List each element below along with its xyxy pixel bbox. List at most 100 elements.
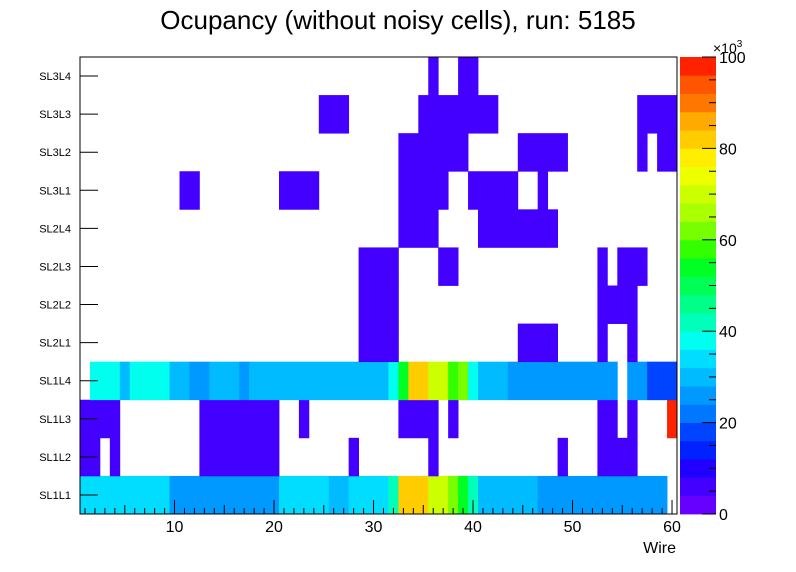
color-axis: 0 20 40 60 80 100 <box>702 50 746 524</box>
heatmap-cell <box>517 133 568 172</box>
heatmap-cell <box>478 209 558 248</box>
y-axis: SL1L1 SL1L2 SL1L3 SL1L4 SL2L1 SL2L2 SL2L3 SL2L4… <box>39 71 98 502</box>
y-tick-label: SL2L4 <box>39 223 71 235</box>
palette-band <box>680 93 716 113</box>
heatmap-cell <box>199 399 280 439</box>
palette-band <box>680 440 716 460</box>
palette-band <box>680 148 716 168</box>
heatmap-cell <box>388 361 399 401</box>
heatmap-cell <box>448 361 459 401</box>
palette-band <box>680 404 716 423</box>
palette-band <box>680 258 716 277</box>
y-tick-label: SL3L3 <box>39 109 71 121</box>
palette-band <box>680 331 716 350</box>
chart-title: Ocupancy (without noisy cells), run: 518… <box>160 5 635 35</box>
heatmap-cell <box>318 95 350 134</box>
heatmap-cell <box>279 171 320 210</box>
heatmap-cell <box>209 361 240 401</box>
palette-band <box>680 239 716 259</box>
x-tick-label: 20 <box>265 519 283 536</box>
heatmap-cell <box>448 399 459 439</box>
heatmap-cell <box>478 361 509 401</box>
y-tick-label: SL3L4 <box>39 71 71 83</box>
palette-band <box>680 294 716 314</box>
heatmap-cell <box>627 361 648 401</box>
y-tick-label: SL1L3 <box>39 414 71 426</box>
heatmap-cell <box>189 361 210 401</box>
x-axis-label: Wire <box>643 540 676 557</box>
plot-frame <box>79 56 678 515</box>
heatmap-cell <box>398 133 469 172</box>
heatmap-cell <box>627 399 638 439</box>
heatmap-cell <box>537 171 549 210</box>
heatmap-cell <box>398 171 449 210</box>
heatmap-cell <box>398 399 439 439</box>
heatmap-cell <box>428 437 439 477</box>
x-tick-label: 60 <box>663 519 681 536</box>
heatmap-cell <box>199 437 280 477</box>
heatmap-cell <box>398 361 409 401</box>
palette-band <box>680 111 716 131</box>
heatmap-cell <box>358 247 399 286</box>
z-tick-label: 0 <box>719 507 728 524</box>
heatmap-cell <box>239 361 250 401</box>
heatmap-cell <box>667 399 678 439</box>
heatmap-cell <box>428 361 449 401</box>
palette-band <box>680 203 716 222</box>
heatmap-cell <box>428 57 439 96</box>
heatmap-cell <box>507 361 618 401</box>
heatmap-cell <box>657 133 678 172</box>
palette-band <box>680 422 716 442</box>
heatmap-cell <box>348 437 359 477</box>
heatmap-cell <box>279 475 330 515</box>
heatmap-cell <box>129 361 170 401</box>
y-tick-label: SL2L2 <box>39 300 71 312</box>
color-palette <box>680 57 716 515</box>
heatmap-cell <box>458 475 469 515</box>
heatmap-cell <box>169 361 190 401</box>
palette-band <box>680 477 716 497</box>
heatmap-cell <box>517 323 558 363</box>
heatmap-cell <box>348 475 389 515</box>
heatmap-cell <box>428 475 449 515</box>
y-tick-label: SL2L1 <box>39 338 71 350</box>
heatmap-cell <box>298 399 310 439</box>
heatmap-cell <box>448 475 459 515</box>
palette-band <box>680 495 716 515</box>
palette-band <box>680 184 716 204</box>
heatmap-cell <box>358 323 399 363</box>
z-tick-label: 40 <box>719 324 737 341</box>
z-tick-label: 80 <box>719 141 737 158</box>
palette-band <box>680 57 716 76</box>
heatmap-cell <box>398 209 439 248</box>
heatmap-cell <box>647 361 678 401</box>
heatmap-cell <box>109 437 121 477</box>
palette-band <box>680 312 716 332</box>
x-tick-label: 30 <box>365 519 383 536</box>
z-tick-label: 60 <box>719 233 737 250</box>
y-tick-label: SL1L1 <box>39 490 71 502</box>
heatmap-cell <box>438 247 459 286</box>
heatmap-cell <box>627 323 638 363</box>
heatmap-cell <box>597 323 608 363</box>
heatmap-cell <box>557 437 568 477</box>
heatmap-cell <box>468 361 479 401</box>
heatmap-cell <box>468 475 479 515</box>
heatmap-cell <box>408 361 429 401</box>
y-tick-label: SL3L2 <box>39 147 71 159</box>
heatmap-cell <box>458 57 479 96</box>
x-tick-label: 10 <box>166 519 184 536</box>
heatmap-cell <box>249 361 389 401</box>
x-axis: 10 20 30 40 50 60 <box>84 500 681 536</box>
x-tick-label: 40 <box>464 519 482 536</box>
heatmap-cell <box>637 133 648 172</box>
heatmap-cell <box>597 399 618 439</box>
palette-band <box>680 459 716 478</box>
heatmap-cell <box>388 475 399 515</box>
heatmap-cell <box>617 247 648 286</box>
palette-band <box>680 276 716 296</box>
heatmap-cell <box>119 361 131 401</box>
heatmap-cell <box>468 171 519 210</box>
palette-band <box>680 130 716 149</box>
